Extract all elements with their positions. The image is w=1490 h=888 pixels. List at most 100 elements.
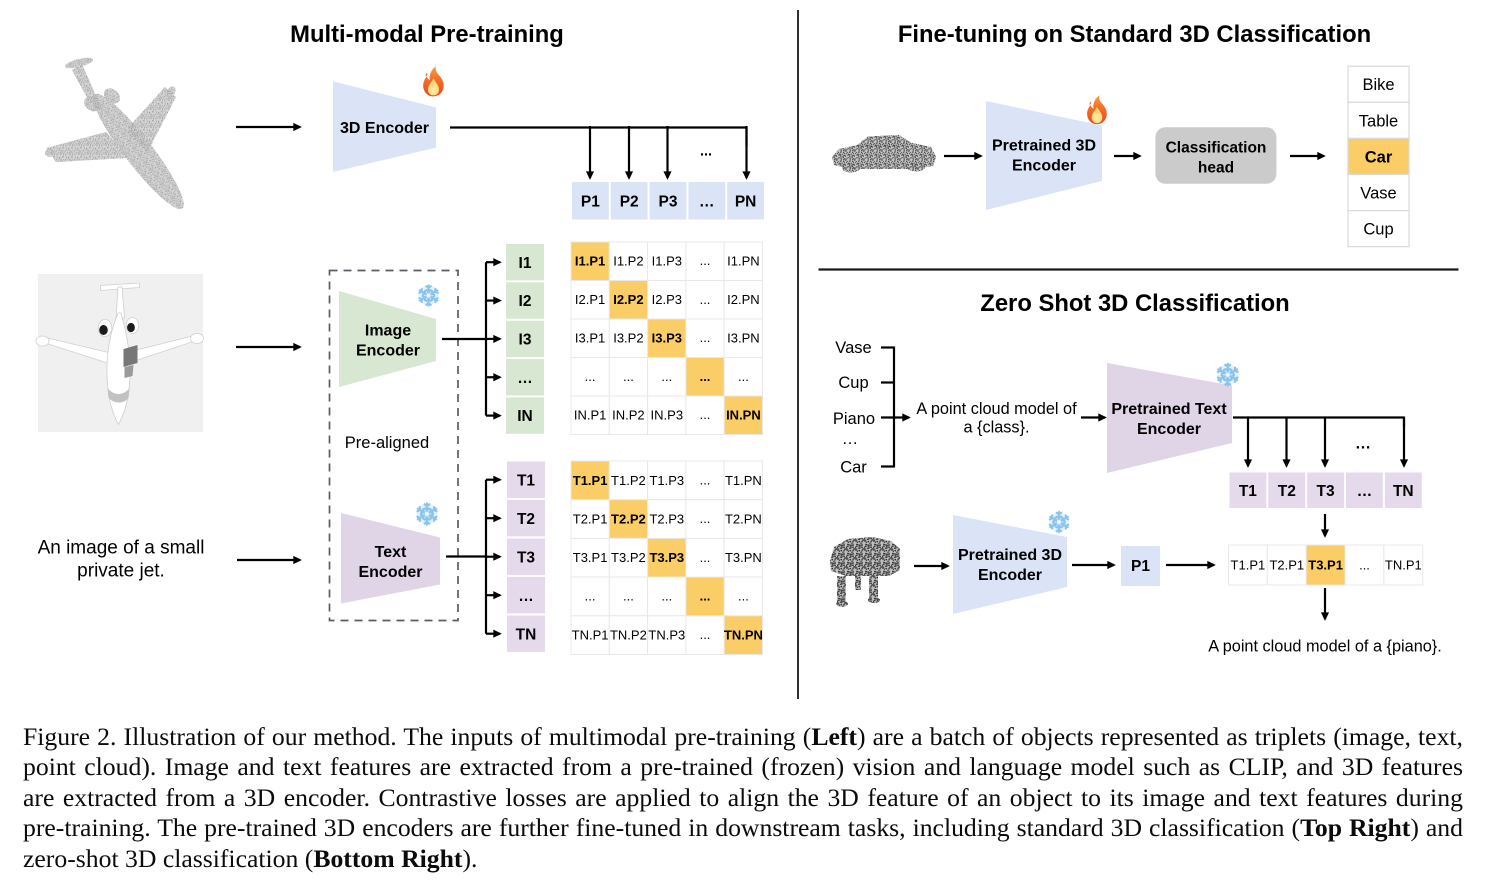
svg-text:...: ... (700, 627, 711, 642)
svg-text:I1.P2: I1.P2 (613, 254, 643, 269)
svg-text:I1: I1 (519, 255, 532, 272)
svg-text:…: … (699, 193, 715, 210)
svg-text:PN: PN (735, 193, 757, 210)
svg-text:Cup: Cup (1363, 221, 1393, 239)
svg-text:...: ... (700, 330, 711, 345)
svg-text:T2: T2 (517, 511, 535, 528)
svg-text:...: ... (738, 589, 749, 604)
svg-text:Pretrained Text: Pretrained Text (1111, 401, 1227, 418)
svg-text:IN.P3: IN.P3 (651, 408, 684, 423)
svg-text:An image of a small: An image of a small (38, 538, 205, 559)
svg-text:Cup: Cup (838, 374, 868, 392)
svg-text:Pre-aligned: Pre-aligned (345, 434, 429, 452)
svg-text:I3.PN: I3.PN (727, 331, 760, 346)
svg-text:P3: P3 (659, 193, 678, 210)
svg-text:I2.P1: I2.P1 (575, 292, 605, 307)
svg-text:...: ... (700, 550, 711, 565)
svg-text:...: ... (661, 589, 672, 604)
svg-text:Multi-modal Pre-training: Multi-modal Pre-training (290, 21, 564, 48)
svg-text:...: ... (738, 369, 749, 384)
svg-text:Piano: Piano (833, 410, 875, 428)
svg-text:...: ... (585, 369, 596, 384)
svg-text:…: … (1355, 436, 1371, 453)
svg-text:…: … (1357, 483, 1373, 500)
svg-text:Vase: Vase (835, 339, 871, 357)
svg-text:T3.P1: T3.P1 (1308, 557, 1343, 572)
svg-text:T3.P1: T3.P1 (573, 550, 608, 565)
svg-text:TN: TN (1393, 483, 1414, 500)
svg-text:I3: I3 (519, 332, 532, 349)
svg-text:...: ... (700, 369, 711, 384)
svg-text:Text: Text (375, 544, 407, 561)
svg-text:TN.P1: TN.P1 (1385, 557, 1422, 572)
svg-text:...: ... (700, 407, 711, 422)
svg-text:I2.P3: I2.P3 (652, 292, 682, 307)
svg-text:...: ... (623, 369, 634, 384)
svg-text:Zero Shot 3D Classification: Zero Shot 3D Classification (980, 290, 1289, 317)
svg-text:T2.P1: T2.P1 (1269, 557, 1304, 572)
svg-text:...: ... (700, 472, 711, 487)
svg-text:T3.P2: T3.P2 (611, 550, 646, 565)
svg-text:IN.P1: IN.P1 (574, 408, 607, 423)
svg-text:Encoder: Encoder (356, 343, 420, 360)
svg-text:I1.P1: I1.P1 (575, 254, 605, 269)
svg-text:A point cloud model of: A point cloud model of (916, 400, 1077, 418)
svg-text:T3: T3 (517, 549, 535, 566)
svg-text:…: … (517, 370, 533, 387)
svg-text:Car: Car (1365, 149, 1393, 167)
svg-text:...: ... (1359, 557, 1370, 572)
svg-text:head: head (1198, 159, 1234, 176)
svg-text:T3: T3 (1317, 483, 1335, 500)
svg-text:Encoder: Encoder (978, 567, 1042, 584)
svg-text:Table: Table (1359, 112, 1398, 130)
svg-text:I2: I2 (519, 293, 532, 310)
svg-text:I3.P3: I3.P3 (652, 331, 682, 346)
svg-text:…: … (518, 588, 534, 605)
svg-text:Fine-tuning on Standard 3D Cla: Fine-tuning on Standard 3D Classificatio… (898, 21, 1371, 48)
svg-text:TN.P1: TN.P1 (572, 628, 609, 643)
svg-text:A point cloud model of a {pian: A point cloud model of a {piano}. (1208, 638, 1442, 656)
svg-text:...: ... (700, 589, 711, 604)
svg-text:T1: T1 (517, 472, 535, 489)
svg-text:I1.P3: I1.P3 (652, 254, 682, 269)
svg-text:T1.P1: T1.P1 (1231, 557, 1266, 572)
svg-text:T2: T2 (1278, 483, 1296, 500)
svg-text:...: ... (700, 253, 711, 268)
svg-text:IN.PN: IN.PN (726, 408, 761, 423)
svg-text:P1: P1 (1131, 558, 1150, 575)
svg-text:Pretrained 3D: Pretrained 3D (992, 138, 1096, 155)
svg-text:Pretrained 3D: Pretrained 3D (958, 547, 1062, 564)
svg-text:I3.P2: I3.P2 (613, 331, 643, 346)
svg-text:Bike: Bike (1362, 76, 1394, 94)
svg-text:Encoder: Encoder (1137, 421, 1201, 438)
svg-text:3D Encoder: 3D Encoder (340, 120, 429, 137)
svg-text:T3.P3: T3.P3 (649, 550, 684, 565)
svg-text:Encoder: Encoder (358, 564, 422, 581)
svg-text:TN.PN: TN.PN (724, 628, 763, 643)
svg-text:...: ... (700, 292, 711, 307)
svg-text:...: ... (661, 369, 672, 384)
svg-text:T1.P1: T1.P1 (573, 473, 608, 488)
svg-text:TN: TN (516, 626, 537, 643)
svg-text:Car: Car (840, 459, 867, 477)
svg-text:P2: P2 (620, 193, 639, 210)
svg-text:...: ... (585, 589, 596, 604)
svg-text:TN.P2: TN.P2 (610, 628, 647, 643)
svg-text:T1.P3: T1.P3 (649, 473, 684, 488)
svg-text:T1: T1 (1239, 483, 1257, 500)
svg-text:IN.P2: IN.P2 (612, 408, 645, 423)
svg-text:...: ... (700, 511, 711, 526)
svg-text:T2.P2: T2.P2 (611, 511, 646, 526)
svg-text:T2.PN: T2.PN (725, 511, 762, 526)
svg-text:...: ... (700, 144, 712, 160)
svg-text:IN: IN (517, 408, 533, 425)
svg-text:private jet.: private jet. (77, 561, 165, 582)
svg-text:T1.P2: T1.P2 (611, 473, 646, 488)
svg-text:Image: Image (365, 323, 411, 340)
svg-text:T3.PN: T3.PN (725, 550, 762, 565)
svg-text:a {class}.: a {class}. (963, 419, 1029, 437)
svg-text:TN.P3: TN.P3 (648, 628, 685, 643)
svg-text:…: … (842, 430, 859, 448)
svg-text:P1: P1 (581, 193, 600, 210)
svg-text:T2.P1: T2.P1 (573, 511, 608, 526)
